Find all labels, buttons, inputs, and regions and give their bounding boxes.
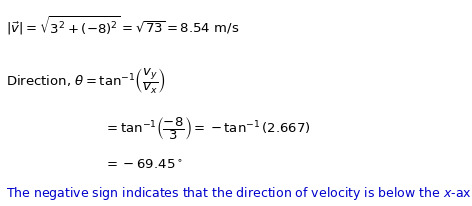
Text: $= -69.45^\circ$: $= -69.45^\circ$ [104,159,183,172]
Text: Direction, $\theta = \tan^{-1}\!\left(\dfrac{v_y}{v_x}\right)$: Direction, $\theta = \tan^{-1}\!\left(\d… [6,66,166,95]
Text: $= \tan^{-1}\!\left(\dfrac{-8}{3}\right) = -\tan^{-1}(2.667)$: $= \tan^{-1}\!\left(\dfrac{-8}{3}\right)… [104,115,311,142]
Text: The negative sign indicates that the direction of velocity is below the $x$-axis: The negative sign indicates that the dir… [6,185,472,202]
Text: $|\vec{v}| = \sqrt{3^2 + (-8)^2} = \sqrt{73} = 8.54\ \mathrm{m/s}$: $|\vec{v}| = \sqrt{3^2 + (-8)^2} = \sqrt… [6,14,239,37]
